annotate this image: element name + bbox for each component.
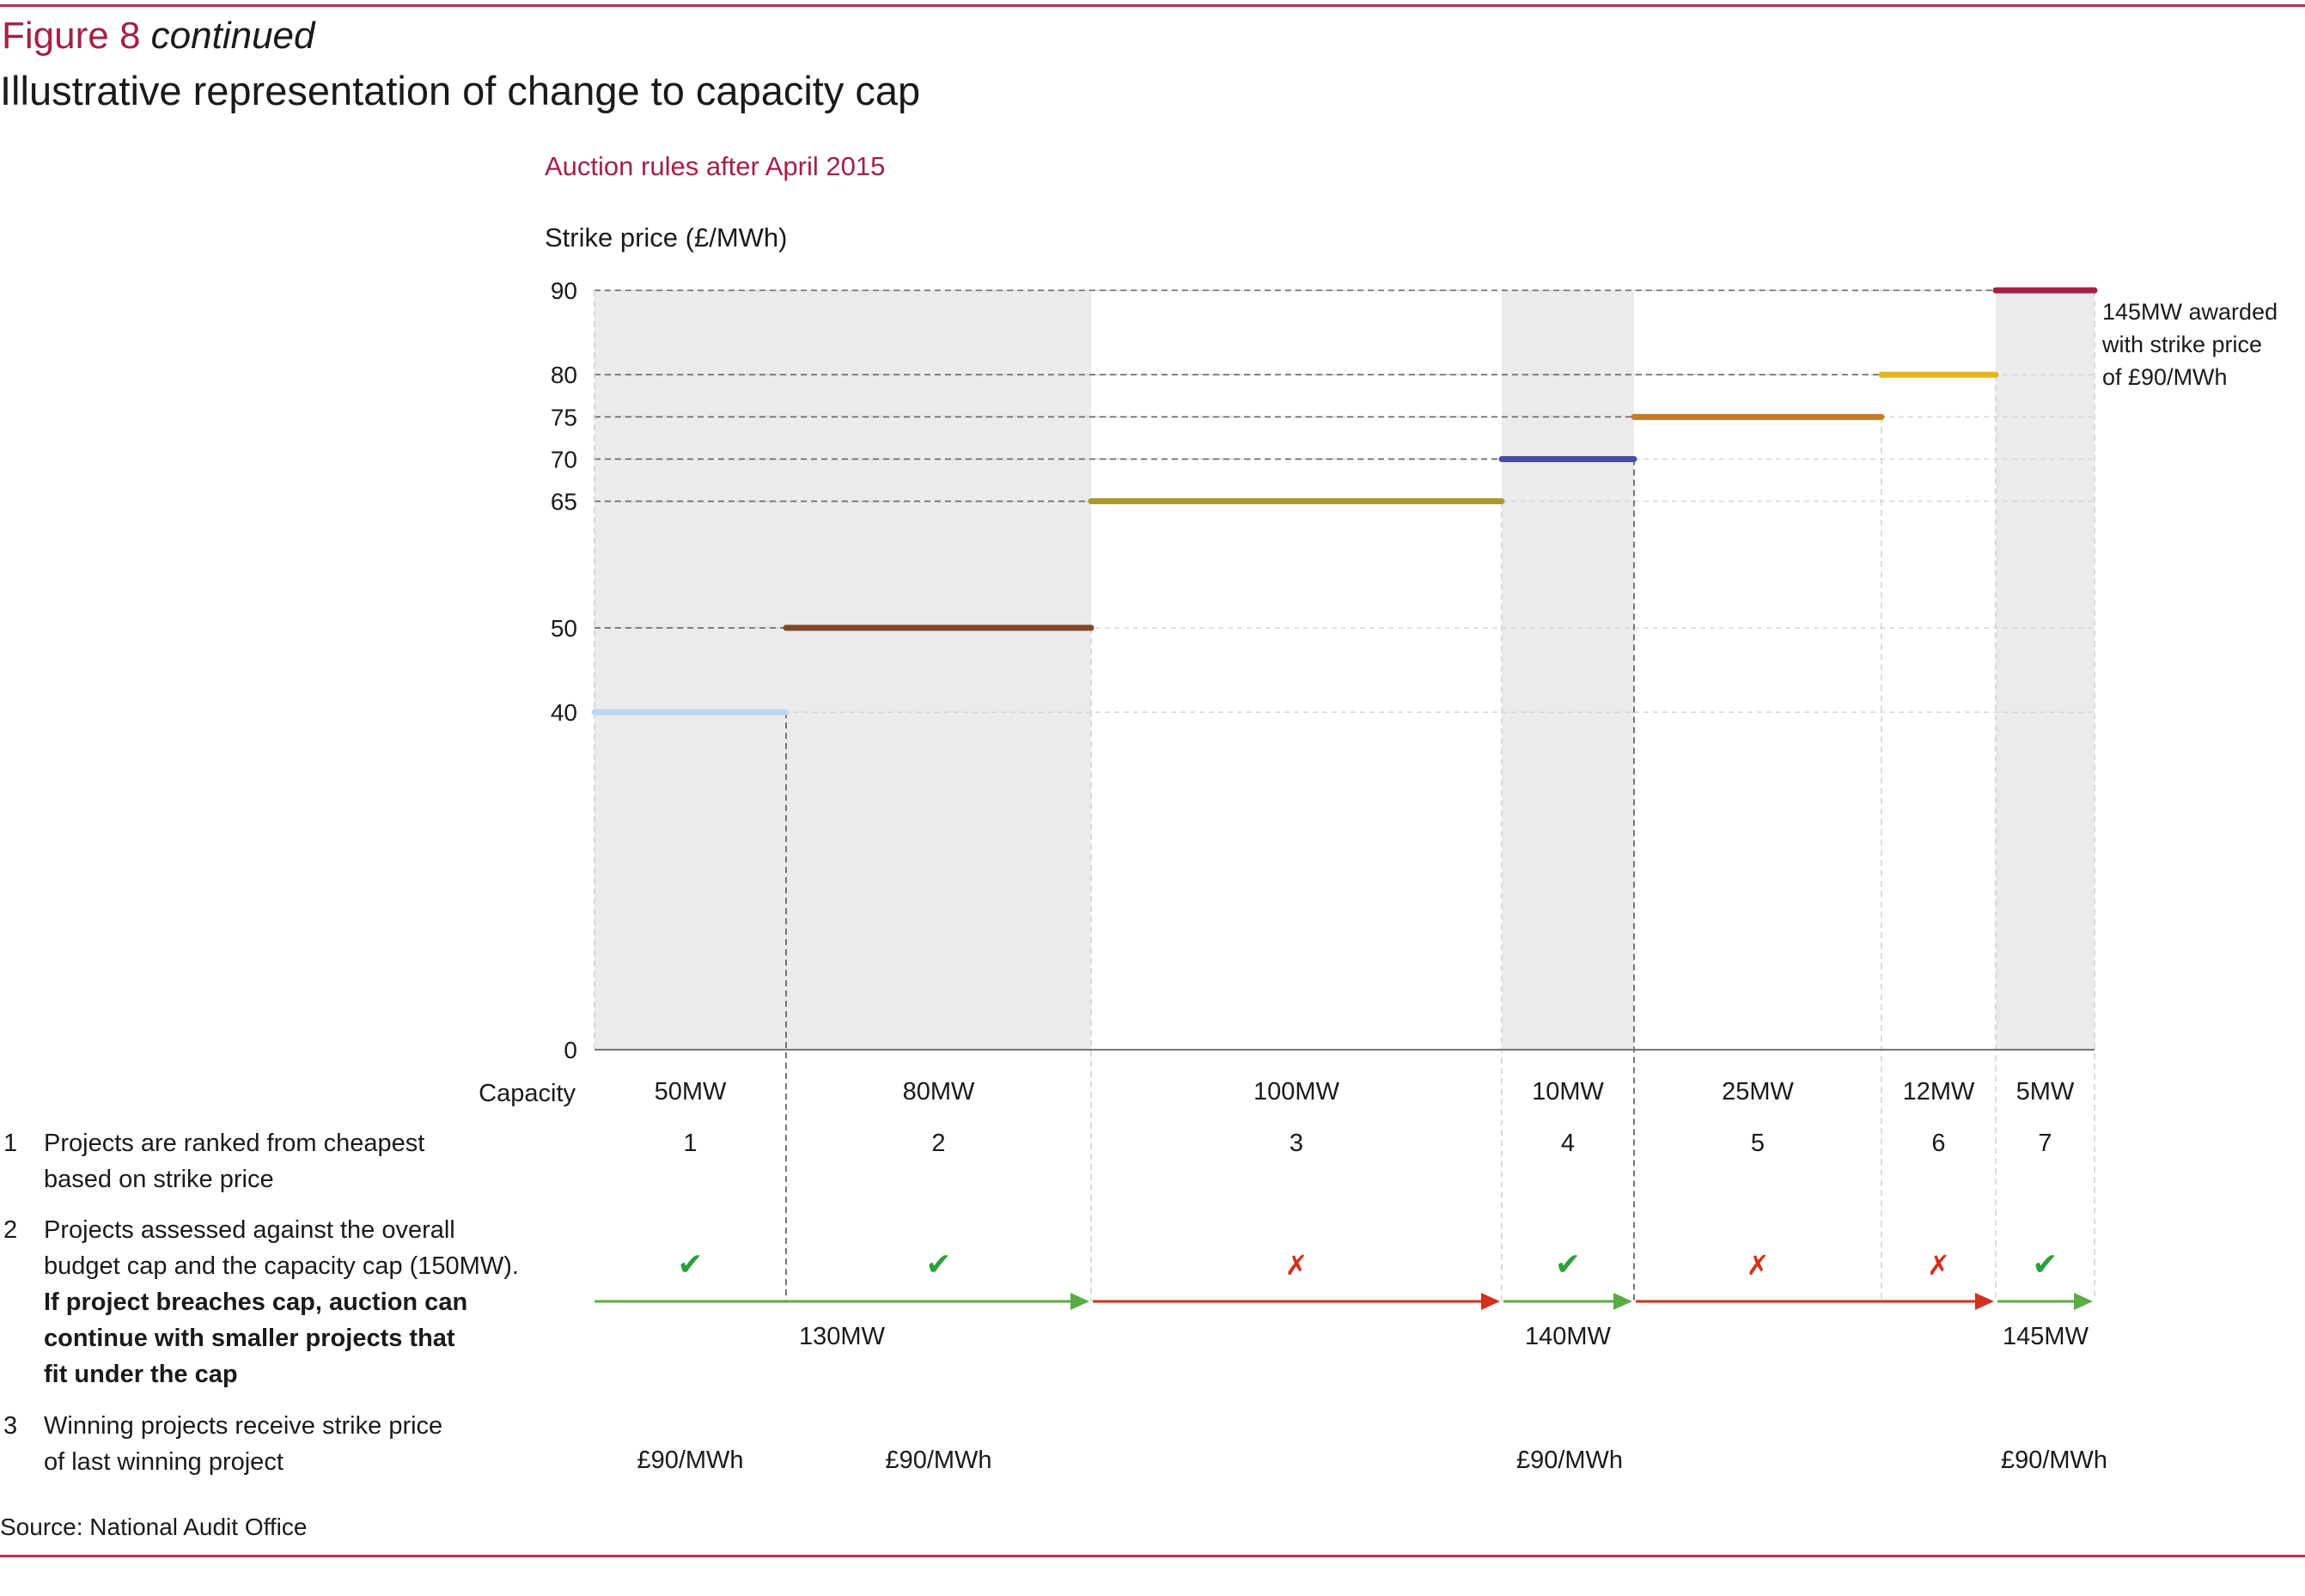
source-note: Source: National Audit Office <box>0 1514 308 1540</box>
cross-icon: ✗ <box>1285 1250 1308 1281</box>
tick-icon: ✔ <box>2032 1246 2058 1282</box>
tick-icon: ✔ <box>925 1246 951 1282</box>
y-axis-label: Strike price (£/MWh) <box>545 222 787 253</box>
y-tick-label: 70 <box>551 446 577 472</box>
figure-heading: Figure 8 continued <box>2 12 314 60</box>
y-tick-label: 75 <box>551 404 577 430</box>
awarded-price-label: £90/MWh <box>2001 1447 2107 1474</box>
winning-column-shade <box>1502 290 1634 1050</box>
step-number: 1 <box>3 1130 17 1157</box>
flow-arrow-head <box>1070 1293 1089 1310</box>
rank-label: 1 <box>683 1130 697 1157</box>
winning-column-shade <box>1996 290 2095 1050</box>
capacity-label: 80MW <box>903 1078 975 1106</box>
rank-label: 5 <box>1751 1130 1765 1157</box>
cumulative-capacity-label: 145MW <box>2003 1323 2089 1350</box>
capacity-label: 25MW <box>1722 1078 1794 1106</box>
capacity-label: 5MW <box>2016 1078 2075 1106</box>
top-rule <box>0 4 2305 7</box>
x-axis-label: Capacity <box>479 1080 576 1107</box>
cross-icon: ✗ <box>1927 1250 1950 1281</box>
y-tick-label: 0 <box>564 1037 577 1063</box>
cumulative-capacity-label: 140MW <box>1525 1323 1612 1350</box>
y-tick-label: 90 <box>551 277 577 304</box>
awarded-price-label: £90/MWh <box>1516 1447 1623 1474</box>
step-description-line: Projects assessed against the overall <box>44 1216 455 1244</box>
rank-label: 3 <box>1290 1130 1303 1157</box>
step-description-line: Winning projects receive strike price <box>44 1412 442 1440</box>
y-tick-label: 50 <box>551 615 577 642</box>
winning-column-shade <box>595 290 786 1050</box>
flow-arrow-head <box>1975 1293 1994 1310</box>
step-number: 3 <box>3 1412 17 1440</box>
tick-icon: ✔ <box>677 1246 703 1282</box>
step-description-line: If project breaches cap, auction can <box>44 1288 467 1316</box>
step-description-line: Projects are ranked from cheapest <box>44 1130 424 1157</box>
y-tick-label: 40 <box>551 699 577 726</box>
step-description-line: budget cap and the capacity cap (150MW). <box>44 1252 519 1280</box>
y-tick-label: 80 <box>551 362 577 388</box>
capacity-label: 12MW <box>1903 1078 1975 1106</box>
winning-column-shade <box>786 290 1091 1050</box>
step-description-line: of last winning project <box>44 1448 284 1476</box>
capacity-label: 100MW <box>1253 1078 1340 1106</box>
step-description-line: continue with smaller projects that <box>44 1325 455 1352</box>
annotation-text: with strike price <box>2101 332 2262 357</box>
flow-arrow-head <box>1613 1293 1632 1310</box>
y-tick-label: 65 <box>551 489 577 515</box>
cumulative-capacity-label: 130MW <box>799 1323 886 1350</box>
step-description-line: fit under the cap <box>44 1361 238 1388</box>
awarded-price-label: £90/MWh <box>885 1447 991 1474</box>
capacity-label: 10MW <box>1532 1078 1604 1106</box>
capacity-label: 50MW <box>655 1078 727 1106</box>
annotation-text: of £90/MWh <box>2102 364 2228 390</box>
rank-label: 4 <box>1561 1130 1575 1157</box>
annotation-text: 145MW awarded <box>2102 299 2278 325</box>
figure-qualifier: continued <box>150 15 315 57</box>
figure-subtitle: Illustrative representation of change to… <box>0 68 921 113</box>
figure-number: Figure 8 <box>2 15 141 57</box>
chart-title: Auction rules after April 2015 <box>545 151 885 181</box>
rank-label: 6 <box>1931 1130 1945 1157</box>
tick-icon: ✔ <box>1555 1246 1581 1282</box>
flow-arrow-head <box>1481 1293 1500 1310</box>
step-number: 2 <box>3 1216 17 1244</box>
rank-label: 7 <box>2038 1130 2052 1157</box>
rank-label: 2 <box>931 1130 945 1157</box>
flow-arrow-head <box>2074 1293 2093 1310</box>
cross-icon: ✗ <box>1747 1250 1770 1281</box>
bottom-rule <box>0 1555 2305 1557</box>
step-description-line: based on strike price <box>44 1166 274 1193</box>
awarded-price-label: £90/MWh <box>637 1447 743 1474</box>
